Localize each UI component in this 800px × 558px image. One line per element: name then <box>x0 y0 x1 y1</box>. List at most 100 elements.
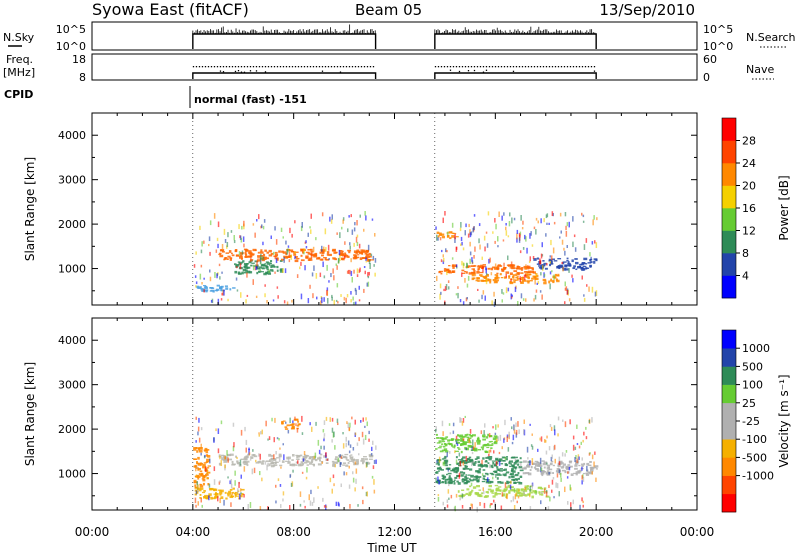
nave-tick-top: 60 <box>703 53 717 66</box>
freq-panel: Freq. [MHz] 18 8 60 0 Nave <box>3 53 774 84</box>
nsearch-trace-0 <box>192 24 376 34</box>
nsky-traces <box>192 24 597 49</box>
power-ytick-label-2: 3000 <box>58 174 86 187</box>
nsky-tick-bottom: 10^0 <box>56 40 86 53</box>
vel-colorbar-label-4: -25 <box>742 415 760 428</box>
nave-tick-bottom: 0 <box>703 71 710 84</box>
velocity-y-axis-label: Slant Range [km] <box>23 362 37 466</box>
beam-label: Beam 05 <box>355 1 422 19</box>
time-tick-label-5: 20:00 <box>579 525 614 539</box>
power-sparse-scatter-1 <box>434 113 598 307</box>
power-band-0 <box>196 284 236 293</box>
freq-tick-bottom: 8 <box>79 71 86 84</box>
vel-colorbar-label-6: -500 <box>742 451 767 464</box>
power-band-6 <box>533 257 598 271</box>
vel-colorbar-swatch-9 <box>722 330 736 349</box>
cpid-label: CPID <box>4 88 33 101</box>
vel-colorbar-label-2: 100 <box>742 379 763 392</box>
vel-ytick-label-0: 1000 <box>58 468 86 481</box>
freq-label-line1: Freq. <box>6 53 33 66</box>
vel-band-3 <box>281 418 301 430</box>
nave-trace-1 <box>434 66 596 73</box>
nsearch-tick-bottom: 10^0 <box>703 40 733 53</box>
vel-colorbar-swatch-6 <box>722 384 736 404</box>
power-colorbar-label-6: 28 <box>742 135 756 148</box>
power-band-3 <box>436 231 459 240</box>
freq-trace-1 <box>434 72 597 79</box>
power-ytick-label-3: 4000 <box>58 129 86 142</box>
power-colorbar-swatch-7 <box>722 118 736 141</box>
time-tick-label-1: 04:00 <box>176 525 211 539</box>
x-axis-label: Time UT <box>366 541 417 554</box>
nsky-trace-1 <box>434 33 597 49</box>
vel-band-4 <box>434 455 524 485</box>
vel-colorbar-label-5: -100 <box>742 433 767 446</box>
vel-colorbar-swatch-7 <box>722 366 736 385</box>
cpid-text: normal (fast) -151 <box>194 93 307 106</box>
time-tick-label-2: 08:00 <box>276 525 311 539</box>
vel-colorbar-swatch-2 <box>722 457 736 476</box>
vel-ytick-label-1: 2000 <box>58 423 86 436</box>
vel-colorbar-swatch-5 <box>722 402 736 422</box>
velocity-panel: 1000 2000 3000 4000 Slant Range [km] 1000 50… <box>23 317 791 513</box>
vel-colorbar-label-0: 1000 <box>742 342 770 355</box>
velocity-frame <box>91 317 698 511</box>
power-colorbar-label-1: 8 <box>742 247 749 260</box>
power-band-4 <box>438 264 536 276</box>
power-colorbar: 4 8 12 16 20 24 28 <box>721 117 756 299</box>
vel-sparse-scatter-0 <box>192 318 377 511</box>
power-axis-ticks: 1000 2000 3000 4000 <box>58 112 698 305</box>
time-tick-label-6: 00:00 <box>680 525 715 539</box>
power-colorbar-swatch-1 <box>722 253 736 276</box>
power-sparse-scatter-0 <box>192 113 377 305</box>
power-ytick-label-1: 2000 <box>58 218 86 231</box>
time-tick-label-4: 16:00 <box>478 525 513 539</box>
vel-colorbar-label-7: -1000 <box>742 470 774 483</box>
power-colorbar-swatch-6 <box>722 140 736 164</box>
velocity-axis-ticks: 1000 2000 3000 4000 <box>58 317 698 510</box>
vel-colorbar-label-3: 25 <box>742 397 756 410</box>
time-tick-label-3: 12:00 <box>377 525 412 539</box>
vel-colorbar-swatch-8 <box>722 348 736 367</box>
nsearch-tick-top: 10^5 <box>703 23 733 36</box>
vel-colorbar-swatch-3 <box>722 439 736 458</box>
power-colorbar-label-5: 24 <box>742 157 756 170</box>
power-y-axis-label: Slant Range [km] <box>23 157 37 261</box>
nave-label: Nave <box>746 63 774 76</box>
power-colorbar-swatch-4 <box>722 185 736 209</box>
nsky-trace-0 <box>192 33 377 49</box>
velocity-colorbar-label: Velocity [m s⁻¹] <box>777 374 791 467</box>
power-colorbar-label-0: 4 <box>742 270 749 283</box>
nsky-panel: N.Sky 10^5 10^0 10^5 10^0 N.Search <box>3 21 796 53</box>
power-colorbar-label-4: 20 <box>742 180 756 193</box>
vel-ytick-label-2: 3000 <box>58 379 86 392</box>
power-scatter <box>192 113 598 307</box>
vel-band-7 <box>521 460 599 477</box>
vel-colorbar-swatch-1 <box>722 475 736 495</box>
freq-traces <box>192 66 597 79</box>
freq-trace-0 <box>192 72 377 79</box>
velocity-scatter <box>192 318 599 513</box>
power-colorbar-label: Power [dB] <box>777 175 791 240</box>
velocity-colorbar: 1000 500 100 25 -25 -100 -500 -1000 <box>721 329 774 513</box>
time-axis: 00:00 04:00 08:00 12:00 16:00 20:00 00:00 <box>75 525 715 539</box>
power-colorbar-swatch-5 <box>722 163 736 186</box>
nsky-tick-top: 10^5 <box>56 23 86 36</box>
vel-sparse-scatter-1 <box>434 318 597 513</box>
nave-trace-0 <box>192 66 375 73</box>
date-label: 13/Sep/2010 <box>599 1 695 19</box>
vel-colorbar-swatch-4 <box>722 421 736 440</box>
power-frame <box>91 112 698 306</box>
plot-title: Syowa East (fitACF) <box>92 0 249 19</box>
vel-colorbar-swatch-0 <box>722 493 736 513</box>
nsearch-label: N.Search <box>746 31 796 44</box>
power-colorbar-label-2: 12 <box>742 225 756 238</box>
power-colorbar-label-3: 16 <box>742 202 756 215</box>
freq-label-line2: [MHz] <box>3 66 35 79</box>
nsearch-trace-1 <box>434 26 596 34</box>
vel-band-2 <box>218 453 374 468</box>
power-band-5 <box>471 273 560 285</box>
vel-ytick-label-3: 4000 <box>58 334 86 347</box>
